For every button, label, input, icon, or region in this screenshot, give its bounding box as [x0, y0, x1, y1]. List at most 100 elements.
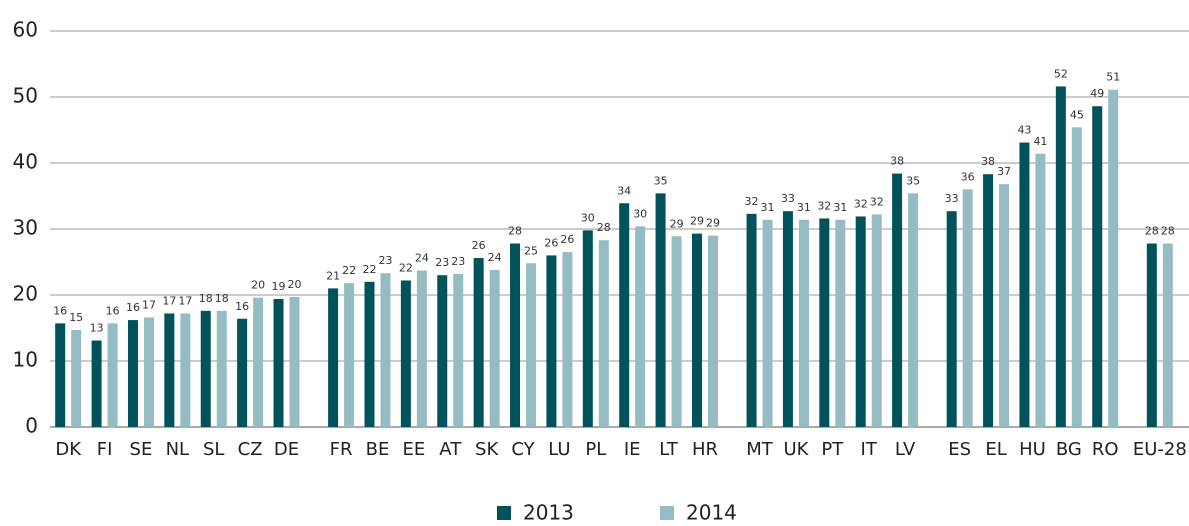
bar [707, 235, 718, 427]
x-tick-label: MT [746, 439, 774, 460]
x-tick-label: BG [1056, 439, 1082, 460]
y-tick-label: 50 [13, 84, 38, 108]
x-tick-label: HU [1019, 439, 1046, 460]
bar [143, 317, 154, 427]
bar [762, 219, 773, 427]
value-label: 35 [906, 174, 920, 187]
value-label: 25 [524, 244, 538, 257]
bar [655, 193, 666, 427]
bar [416, 270, 427, 427]
value-label: 18 [215, 292, 229, 305]
value-label: 26 [472, 239, 486, 252]
x-tick-label: EL [985, 439, 1006, 460]
value-label: 52 [1054, 67, 1068, 80]
value-label: 29 [706, 217, 720, 230]
value-label: 22 [362, 263, 376, 276]
x-tick-label: CZ [238, 439, 263, 460]
legend-swatch [660, 506, 674, 520]
value-label: 15 [69, 311, 83, 324]
bar [253, 297, 264, 427]
x-tick-label: IE [624, 439, 641, 460]
bar [453, 273, 464, 427]
legend-label: 2013 [523, 501, 574, 523]
x-tick-label: RO [1092, 439, 1119, 460]
bar [671, 236, 682, 427]
bar [1146, 243, 1157, 427]
bar [782, 211, 793, 427]
x-tick-label: EU-28 [1133, 439, 1187, 460]
bar [1108, 89, 1119, 428]
value-label: 30 [633, 207, 647, 220]
value-label: 19 [272, 280, 286, 293]
value-label: 28 [1145, 225, 1159, 238]
value-label: 21 [326, 269, 340, 282]
bar [91, 340, 102, 427]
x-tick-label: FI [97, 439, 113, 460]
value-label: 31 [761, 201, 775, 214]
value-label: 31 [797, 201, 811, 214]
value-label: 22 [342, 264, 356, 277]
bar [582, 230, 593, 427]
value-label: 32 [745, 195, 759, 208]
bar [835, 219, 846, 427]
bar [216, 310, 227, 427]
bar [55, 323, 66, 427]
bar [546, 255, 557, 427]
bar [200, 310, 211, 427]
x-tick-label: LV [895, 439, 916, 460]
x-tick-label: NL [166, 439, 190, 460]
x-tick-label: SK [475, 439, 499, 460]
value-label: 13 [90, 322, 104, 335]
bar [619, 203, 630, 427]
bar [510, 243, 521, 427]
value-label: 49 [1090, 87, 1104, 100]
bar [855, 216, 866, 427]
bar [1092, 106, 1103, 428]
bar [1019, 142, 1030, 428]
bar [71, 329, 82, 427]
value-label: 32 [817, 199, 831, 212]
bar [437, 275, 448, 427]
bar [983, 174, 994, 427]
x-tick-label: LT [659, 439, 679, 460]
value-label: 32 [854, 197, 868, 210]
bar [526, 263, 537, 427]
bar [107, 323, 118, 427]
bar [999, 184, 1010, 427]
y-tick-label: 40 [13, 150, 38, 174]
value-label: 28 [1161, 225, 1175, 238]
x-tick-label: CY [511, 439, 535, 460]
value-label: 33 [945, 192, 959, 205]
value-label: 28 [597, 221, 611, 234]
x-tick-label: DK [55, 439, 82, 460]
bar [908, 193, 919, 427]
y-tick-label: 30 [13, 216, 38, 240]
value-label: 26 [560, 233, 574, 246]
value-label: 32 [870, 195, 884, 208]
value-label: 17 [142, 298, 156, 311]
y-tick-label: 0 [25, 414, 38, 438]
value-label: 18 [199, 292, 213, 305]
bar [273, 298, 284, 427]
x-tick-label: ES [948, 439, 971, 460]
bar [946, 211, 957, 427]
bar [1055, 86, 1066, 427]
bar [380, 273, 391, 427]
bar [962, 189, 973, 427]
bar [473, 258, 484, 427]
bar [344, 283, 355, 427]
value-label: 26 [544, 236, 558, 249]
legend-label: 2014 [686, 501, 737, 523]
x-tick-label: IT [861, 439, 878, 460]
value-label: 35 [654, 174, 668, 187]
bar [164, 313, 175, 427]
x-tick-label: PL [585, 439, 606, 460]
value-label: 16 [235, 300, 249, 313]
value-label: 20 [251, 279, 265, 292]
bar [819, 218, 830, 427]
x-tick-label: SL [203, 439, 224, 460]
bar [798, 219, 809, 427]
value-label: 38 [981, 155, 995, 168]
value-label: 30 [581, 211, 595, 224]
